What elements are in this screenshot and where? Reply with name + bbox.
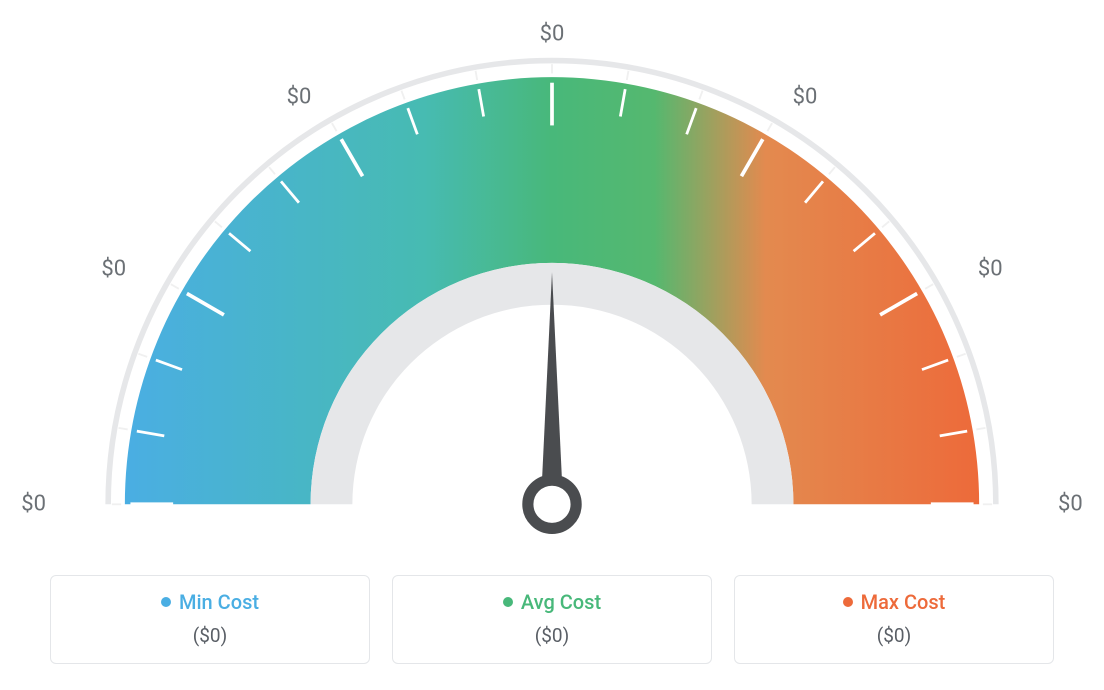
legend-card-avg: Avg Cost ($0) <box>392 575 712 664</box>
legend-title-min: Min Cost <box>161 590 259 614</box>
legend-title-avg: Avg Cost <box>503 590 601 614</box>
dot-icon <box>161 597 171 607</box>
dot-icon <box>503 597 513 607</box>
gauge-tick-label: $0 <box>793 85 818 110</box>
gauge-tick-label: $0 <box>287 85 312 110</box>
legend-row: Min Cost ($0) Avg Cost ($0) Max Cost ($0… <box>0 575 1104 664</box>
gauge-tick-label: $0 <box>101 257 126 282</box>
legend-label-min: Min Cost <box>179 590 259 614</box>
gauge-svg <box>52 40 1052 560</box>
legend-card-min: Min Cost ($0) <box>50 575 370 664</box>
dot-icon <box>843 597 853 607</box>
gauge-tick-label: $0 <box>540 22 565 47</box>
legend-value-max: ($0) <box>735 624 1053 647</box>
gauge-chart-container: $0 $0 $0 $0 $0 $0 $0 Min Cost ($0) Avg Cost ($… <box>0 0 1104 690</box>
legend-value-avg: ($0) <box>393 624 711 647</box>
gauge-tick-label: $0 <box>1058 492 1083 517</box>
gauge-tick-label: $0 <box>978 257 1003 282</box>
gauge-tick-label: $0 <box>21 492 46 517</box>
legend-value-min: ($0) <box>51 624 369 647</box>
gauge-area: $0$0$0$0$0$0$0 <box>52 40 1052 560</box>
legend-card-max: Max Cost ($0) <box>734 575 1054 664</box>
legend-title-max: Max Cost <box>843 590 946 614</box>
legend-label-max: Max Cost <box>861 590 946 614</box>
legend-label-avg: Avg Cost <box>521 590 601 614</box>
